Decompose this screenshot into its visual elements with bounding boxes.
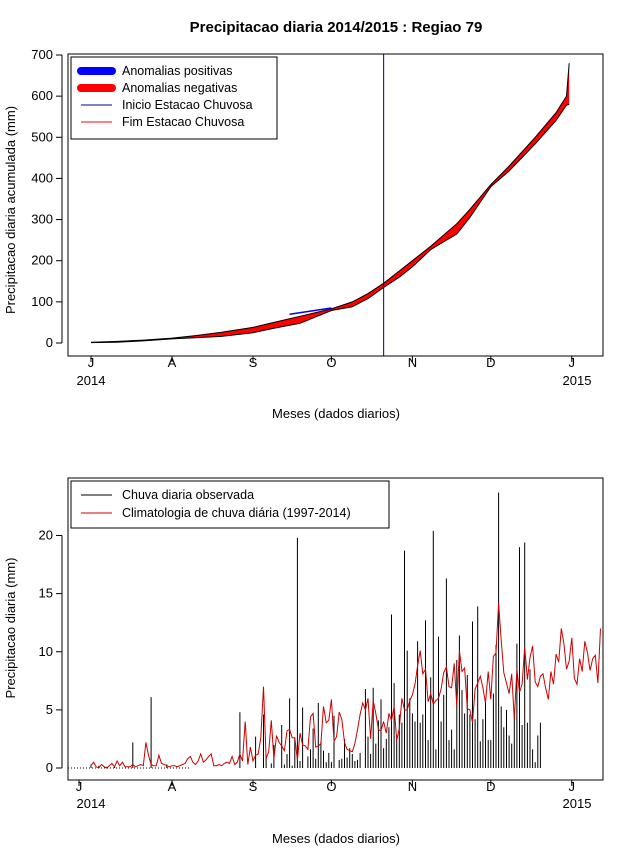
chart1-y-axis: 0 100 200 300 400 500 600 700: [31, 47, 63, 350]
chart2-xlabel: Meses (dados diarios): [272, 831, 400, 846]
chart2-x-tick-label: S: [249, 779, 258, 794]
chart2-y-tick-label: 5: [46, 702, 53, 717]
chart1-y-tick-label: 500: [31, 129, 53, 144]
chart1-y-tick-label: 300: [31, 212, 53, 227]
chart1-x-tick-label: O: [326, 355, 336, 370]
chart2-y-tick-label: 15: [39, 586, 53, 601]
legend-label-season-start: Inicio Estacao Chuvosa: [122, 98, 253, 112]
chart1-y-tick-label: 100: [31, 294, 53, 309]
chart2-legend-box: [70, 480, 390, 529]
legend-label-negative: Anomalias negativas: [122, 81, 237, 95]
chart1-legend-box: [70, 56, 278, 140]
chart2-bars: [90, 492, 541, 768]
legend-label-observed: Chuva diaria observada: [122, 488, 254, 502]
chart2-climatology-line: [90, 602, 601, 769]
chart1-x-tick-label: J: [88, 355, 95, 370]
chart1-ylabel: Precipitacao diaria acumulada (mm): [3, 106, 18, 314]
chart2-x-tick-label: O: [326, 779, 336, 794]
chart1-year-end: 2015: [563, 373, 592, 388]
legend-label-season-end: Fim Estacao Chuvosa: [122, 115, 244, 129]
chart2-y-tick-label: 0: [46, 760, 53, 775]
chart2-x-tick-label: D: [486, 779, 495, 794]
chart2-x-tick-label: J: [76, 779, 83, 794]
chart1-y-tick-label: 0: [46, 335, 53, 350]
chart1-x-tick-label: J: [569, 355, 576, 370]
chart1-year-start: 2014: [77, 373, 106, 388]
chart2-y-tick-label: 20: [39, 528, 53, 543]
positive-anomaly-segment: [289, 307, 332, 315]
chart1-x-tick-label: D: [486, 355, 495, 370]
legend-label-positive: Anomalias positivas: [122, 64, 232, 78]
chart1-title: Precipitacao diaria 2014/2015 : Regiao 7…: [190, 19, 483, 36]
observed-cumulative-line: [90, 103, 570, 344]
chart1-y-tick-label: 600: [31, 88, 53, 103]
chart1-x-tick-label: A: [168, 355, 177, 370]
chart1-y-tick-label: 200: [31, 253, 53, 268]
chart1-plot: [90, 63, 570, 344]
chart2-x-tick-label: J: [569, 779, 576, 794]
chart2-x-tick-label: N: [408, 779, 417, 794]
chart1-x-tick-label: N: [408, 355, 417, 370]
chart1-y-tick-label: 700: [31, 47, 53, 62]
chart1-xlabel: Meses (dados diarios): [272, 406, 400, 421]
chart2-y-tick-label: 10: [39, 644, 53, 659]
chart1-x-tick-label: S: [249, 355, 258, 370]
chart2-y-axis: 0 5 10 15 20: [39, 528, 63, 775]
chart2-ylabel: Precipitacao diaria (mm): [3, 558, 18, 699]
climatology-cumulative-line: [90, 63, 570, 343]
chart1-y-tick-label: 400: [31, 170, 53, 185]
chart2-year-start: 2014: [77, 796, 106, 811]
chart2-legend: Chuva diaria observada Climatologia de c…: [70, 480, 390, 529]
chart2-year-end: 2015: [563, 796, 592, 811]
chart1-legend: Anomalias positivas Anomalias negativas …: [70, 56, 278, 140]
chart2-x-tick-label: A: [168, 779, 177, 794]
legend-label-climatology: Climatologia de chuva diária (1997-2014): [122, 506, 351, 520]
